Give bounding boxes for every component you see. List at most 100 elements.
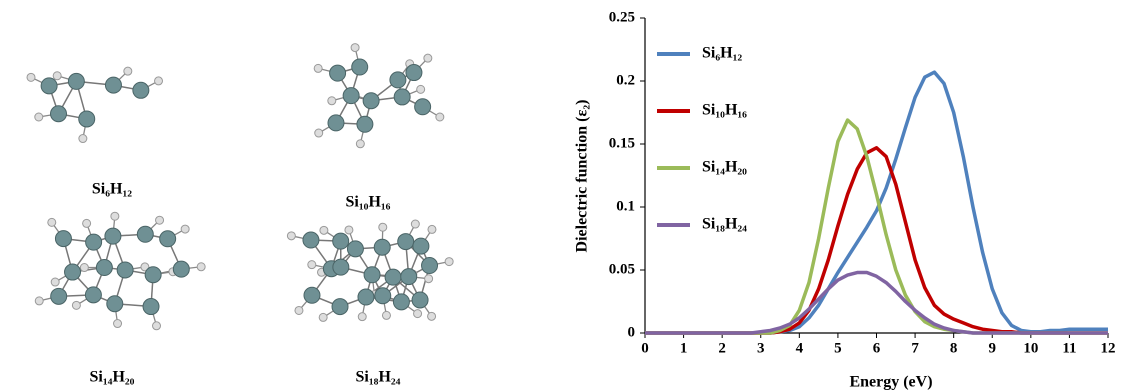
hydrogen-atom bbox=[319, 313, 327, 321]
hydrogen-atom bbox=[197, 263, 205, 271]
silicon-atom bbox=[117, 262, 133, 278]
silicon-atom bbox=[143, 299, 159, 315]
hydrogen-atom bbox=[80, 264, 88, 272]
hydrogen-atom bbox=[295, 306, 303, 314]
molecule-label: Si₁₄H₂₀ bbox=[90, 369, 135, 386]
silicon-atom bbox=[358, 289, 374, 305]
hydrogen-atom bbox=[83, 219, 91, 227]
silicon-atom bbox=[105, 228, 121, 244]
hydrogen-atom bbox=[356, 140, 364, 148]
silicon-atom bbox=[160, 231, 176, 247]
molecule-label: Si₁₀H₁₆ bbox=[346, 194, 391, 211]
silicon-atom bbox=[406, 65, 422, 81]
x-tick-label: 12 bbox=[1101, 340, 1116, 356]
legend-label: Si₁₈H₂₄ bbox=[702, 216, 747, 233]
hydrogen-atom bbox=[53, 72, 61, 80]
y-tick-label: 0 bbox=[628, 324, 636, 340]
silicon-atom bbox=[328, 115, 344, 131]
hydrogen-atom bbox=[358, 313, 366, 321]
hydrogen-atom bbox=[287, 232, 295, 240]
hydrogen-atom bbox=[411, 220, 419, 228]
y-tick-label: 0.05 bbox=[609, 261, 635, 277]
hydrogen-atom bbox=[315, 129, 323, 137]
hydrogen-atom bbox=[156, 216, 164, 224]
x-axis-label: Energy (eV) bbox=[849, 374, 932, 391]
molecule bbox=[287, 220, 453, 321]
silicon-atom bbox=[86, 234, 102, 250]
legend-label: Si₁₄H₂₀ bbox=[702, 159, 747, 176]
silicon-atom bbox=[85, 287, 101, 303]
silicon-atom bbox=[79, 111, 95, 127]
molecule-label: Si₁₈H₂₄ bbox=[356, 369, 401, 386]
silicon-atom bbox=[55, 231, 71, 247]
silicon-atom bbox=[41, 78, 57, 94]
hydrogen-atom bbox=[308, 261, 316, 269]
hydrogen-atom bbox=[320, 226, 328, 234]
legend-label: Si₆H₁₂ bbox=[702, 45, 742, 62]
silicon-atom bbox=[398, 234, 414, 250]
hydrogen-atom bbox=[51, 278, 59, 286]
hydrogen-atom bbox=[424, 54, 432, 62]
hydrogen-atom bbox=[155, 77, 163, 85]
silicon-atom bbox=[390, 72, 406, 88]
x-tick-label: 2 bbox=[718, 340, 726, 356]
hydrogen-atom bbox=[35, 113, 43, 121]
silicon-atom bbox=[133, 82, 149, 98]
hydrogen-atom bbox=[48, 218, 56, 226]
hydrogen-atom bbox=[417, 85, 425, 93]
silicon-atom bbox=[364, 267, 380, 283]
hydrogen-atom bbox=[382, 311, 390, 319]
hydrogen-atom bbox=[124, 67, 132, 75]
x-tick-label: 11 bbox=[1062, 340, 1076, 356]
hydrogen-atom bbox=[425, 275, 433, 283]
hydrogen-atom bbox=[72, 301, 80, 309]
silicon-atom bbox=[332, 299, 348, 315]
hydrogen-atom bbox=[328, 97, 336, 105]
silicon-atom bbox=[51, 288, 67, 304]
hydrogen-atom bbox=[428, 312, 436, 320]
x-tick-label: 7 bbox=[911, 340, 919, 356]
silicon-atom bbox=[374, 239, 390, 255]
silicon-atom bbox=[413, 238, 429, 254]
silicon-atom bbox=[352, 59, 368, 75]
molecule bbox=[314, 44, 444, 148]
hydrogen-atom bbox=[414, 310, 422, 318]
legend-label: Si₁₀H₁₆ bbox=[702, 102, 747, 119]
silicon-atom bbox=[105, 77, 121, 93]
line-series bbox=[645, 273, 1108, 333]
hydrogen-atom bbox=[314, 64, 322, 72]
hydrogen-atom bbox=[428, 225, 436, 233]
silicon-atom bbox=[51, 106, 67, 122]
x-tick-label: 9 bbox=[989, 340, 997, 356]
silicon-atom bbox=[145, 267, 161, 283]
x-tick-label: 0 bbox=[641, 340, 649, 356]
silicon-atom bbox=[304, 287, 320, 303]
silicon-atom bbox=[375, 288, 391, 304]
silicon-atom bbox=[394, 89, 410, 105]
x-tick-label: 6 bbox=[873, 340, 881, 356]
hydrogen-atom bbox=[35, 297, 43, 305]
hydrogen-atom bbox=[345, 226, 353, 234]
x-tick-label: 8 bbox=[950, 340, 958, 356]
molecule bbox=[27, 67, 163, 142]
x-tick-label: 5 bbox=[834, 340, 842, 356]
silicon-atom bbox=[412, 292, 428, 308]
silicon-atom bbox=[422, 258, 438, 274]
silicon-atom bbox=[107, 296, 123, 312]
silicon-atom bbox=[68, 73, 84, 89]
y-tick-label: 0.25 bbox=[609, 9, 635, 25]
figure: Si₆H₁₂ Si₁₀H₁₆ Si₁₄H₂₀ Si₁₈H₂₄ Energy (e… bbox=[0, 0, 1123, 391]
silicon-atom bbox=[343, 88, 359, 104]
silicon-atom bbox=[96, 260, 112, 276]
hydrogen-atom bbox=[153, 322, 161, 330]
silicon-atom bbox=[393, 294, 409, 310]
hydrogen-atom bbox=[27, 73, 35, 81]
silicon-atom bbox=[137, 226, 153, 242]
silicon-atom bbox=[363, 93, 379, 109]
molecule-label: Si₆H₁₂ bbox=[92, 181, 132, 198]
hydrogen-atom bbox=[79, 135, 87, 143]
y-tick-label: 0.1 bbox=[616, 198, 635, 214]
y-tick-label: 0.15 bbox=[609, 135, 635, 151]
silicon-atom bbox=[173, 261, 189, 277]
hydrogen-atom bbox=[445, 258, 453, 266]
